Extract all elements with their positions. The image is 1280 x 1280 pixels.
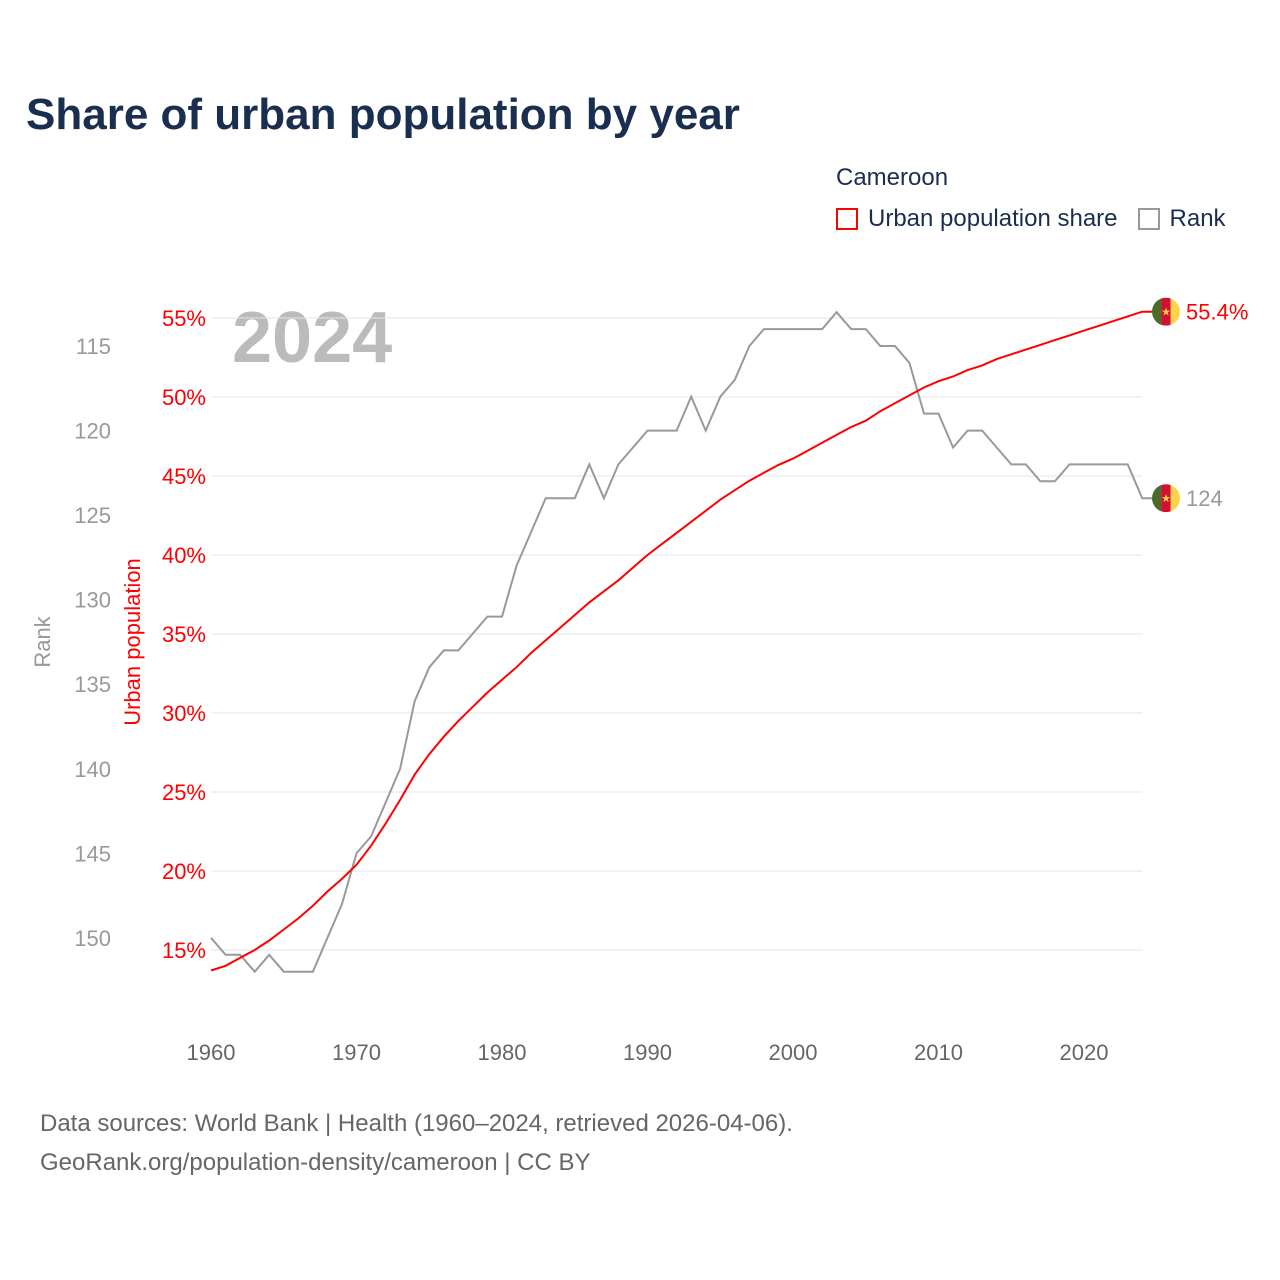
- rank-axis-label: Rank: [30, 615, 55, 667]
- urban-tick-label: 40%: [162, 543, 206, 568]
- rank-tick-label: 150: [74, 926, 111, 951]
- urban-tick-label: 55%: [162, 306, 206, 331]
- x-tick-label: 2010: [914, 1040, 963, 1065]
- cameroon-flag-icon: ★: [1152, 484, 1180, 513]
- x-tick-label: 1960: [187, 1040, 236, 1065]
- rank-end-label: 124: [1186, 486, 1223, 511]
- source-line-1: Data sources: World Bank | Health (1960–…: [40, 1110, 793, 1137]
- urban-tick-label: 35%: [162, 622, 206, 647]
- legend: Urban population share Rank: [836, 205, 1226, 233]
- rank-tick-label: 120: [74, 419, 111, 444]
- urban-tick-label: 45%: [162, 464, 206, 489]
- year-watermark: 2024: [232, 298, 392, 378]
- urban-tick-label: 30%: [162, 701, 206, 726]
- x-tick-label: 2000: [769, 1040, 818, 1065]
- legend-swatch-rank: [1137, 208, 1160, 230]
- cameroon-flag-icon: ★: [1152, 297, 1180, 326]
- x-tick-label: 1970: [332, 1040, 381, 1065]
- x-tick-label: 1990: [623, 1040, 672, 1065]
- rank-tick-label: 140: [74, 757, 111, 782]
- legend-swatch-urban: [836, 208, 858, 230]
- urban-tick-label: 20%: [162, 859, 206, 884]
- rank-line: [210, 310, 1152, 974]
- x-tick-label: 1980: [478, 1040, 527, 1065]
- rank-tick-label: 115: [76, 334, 111, 359]
- urban-tick-label: 25%: [162, 780, 206, 805]
- x-tick-label: 2020: [1060, 1040, 1109, 1065]
- urban-tick-label: 50%: [162, 385, 206, 410]
- svg-text:★: ★: [1161, 493, 1171, 505]
- svg-text:★: ★: [1161, 307, 1171, 319]
- rank-tick-label: 145: [74, 841, 111, 866]
- legend-label-rank: Rank: [1169, 205, 1226, 232]
- rank-tick-label: 135: [74, 672, 111, 697]
- legend-title: Cameroon: [836, 164, 949, 191]
- urban-tick-label: 15%: [162, 938, 206, 963]
- urban-line: [210, 310, 1152, 972]
- urban-axis-label: Urban population: [120, 558, 145, 726]
- urban-end-label: 55.4%: [1186, 300, 1248, 325]
- legend-label-urban: Urban population share: [868, 205, 1118, 232]
- chart-title: Share of urban population by year: [26, 90, 740, 139]
- rank-tick-label: 125: [74, 503, 111, 528]
- rank-tick-label: 130: [74, 588, 111, 613]
- source-line-2: GeoRank.org/population-density/cameroon …: [40, 1149, 591, 1176]
